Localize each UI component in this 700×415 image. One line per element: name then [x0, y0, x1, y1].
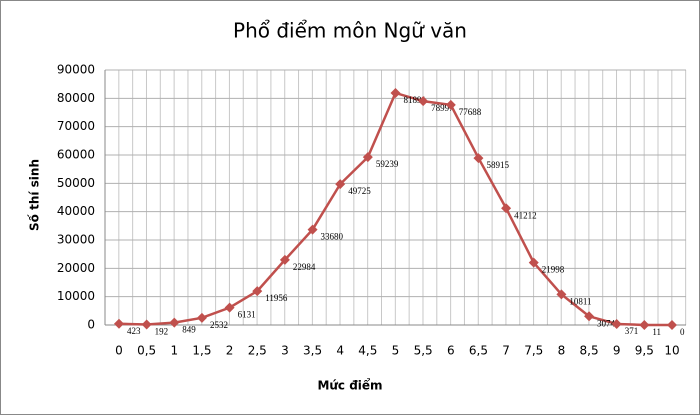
- data-label: 33680: [321, 232, 344, 242]
- data-label: 49725: [348, 186, 371, 196]
- x-tick-label: 6,5: [469, 344, 488, 358]
- data-label: 58915: [486, 160, 509, 170]
- x-tick-label: 8,5: [580, 344, 599, 358]
- point-marker: [501, 203, 512, 214]
- point-marker: [362, 152, 373, 163]
- point-marker: [279, 254, 290, 265]
- x-tick-label: 9,5: [635, 344, 654, 358]
- x-tick-label: 0: [115, 344, 123, 358]
- point-marker: [418, 96, 429, 107]
- chart-title: Phổ điểm môn Ngữ văn: [233, 19, 467, 43]
- point-marker: [141, 319, 152, 330]
- x-tick-label: 9: [613, 344, 621, 358]
- data-label: 423: [127, 326, 141, 336]
- data-label: 6131: [238, 310, 256, 320]
- point-marker: [169, 317, 180, 328]
- point-marker: [390, 87, 401, 98]
- point-marker: [639, 319, 650, 330]
- x-tick-label: 7,5: [524, 344, 543, 358]
- y-tick-label: 90000: [57, 63, 95, 77]
- point-marker: [667, 320, 677, 330]
- x-tick-label: 10: [664, 344, 679, 358]
- plot: 423 192 849 2532 6131 11956 22984 33680 49725 592…: [114, 87, 685, 337]
- y-axis-label: Số thí sinh: [28, 159, 42, 231]
- data-label: 59239: [376, 159, 399, 169]
- x-tick-label: 1: [170, 344, 178, 358]
- x-tick-label: 1,5: [192, 344, 211, 358]
- y-tick-label: 0: [87, 318, 95, 332]
- y-tick-label: 20000: [57, 261, 95, 275]
- x-tick-label: 0,5: [137, 344, 156, 358]
- data-label: 2532: [210, 320, 228, 330]
- point-marker: [196, 312, 207, 323]
- x-tick-label: 8: [558, 344, 566, 358]
- data-label: 11956: [265, 293, 288, 303]
- y-tick-label: 10000: [57, 289, 95, 303]
- point-marker: [252, 286, 263, 297]
- point-marker: [528, 257, 539, 268]
- point-marker: [584, 311, 595, 322]
- x-tick-label: 5: [392, 344, 400, 358]
- data-label: 21998: [542, 265, 565, 275]
- x-tick-label: 3,5: [303, 344, 322, 358]
- data-label: 0: [680, 327, 685, 337]
- point-marker: [473, 153, 484, 164]
- y-tick-label: 60000: [57, 148, 95, 162]
- x-tick-label: 6: [447, 344, 455, 358]
- data-label: 10811: [569, 296, 591, 306]
- x-tick-label: 3: [281, 344, 289, 358]
- point-marker: [445, 99, 456, 110]
- data-label: 371: [625, 326, 639, 336]
- y-tick-label: 50000: [57, 176, 95, 190]
- data-label: 11: [652, 327, 661, 337]
- x-tick-label: 2: [226, 344, 234, 358]
- data-label: 22984: [293, 262, 316, 272]
- x-axis-label: Mức điểm: [317, 378, 382, 393]
- x-tick-label: 7: [502, 344, 510, 358]
- y-tick-label: 70000: [57, 119, 95, 133]
- y-tick-label: 40000: [57, 204, 95, 218]
- data-label: 192: [155, 327, 169, 337]
- data-label: 77688: [459, 107, 482, 117]
- point-marker: [224, 302, 235, 313]
- x-tick-label: 4: [336, 344, 344, 358]
- grid: [104, 69, 687, 326]
- data-label: 849: [182, 325, 196, 335]
- y-tick-label: 30000: [57, 233, 95, 247]
- x-tick-label: 4,5: [358, 344, 377, 358]
- data-label: 78997: [431, 103, 454, 113]
- data-label: 41212: [514, 210, 537, 220]
- y-tick-label: 80000: [57, 91, 95, 105]
- point-marker: [556, 289, 567, 300]
- point-marker: [611, 318, 622, 329]
- x-tick-label: 5,5: [414, 344, 433, 358]
- data-label: 3074: [597, 318, 616, 328]
- point-marker: [114, 318, 124, 329]
- point-marker: [335, 179, 346, 190]
- data-label: 81891: [404, 95, 427, 105]
- point-marker: [307, 224, 318, 235]
- x-tick-label: 2,5: [248, 344, 267, 358]
